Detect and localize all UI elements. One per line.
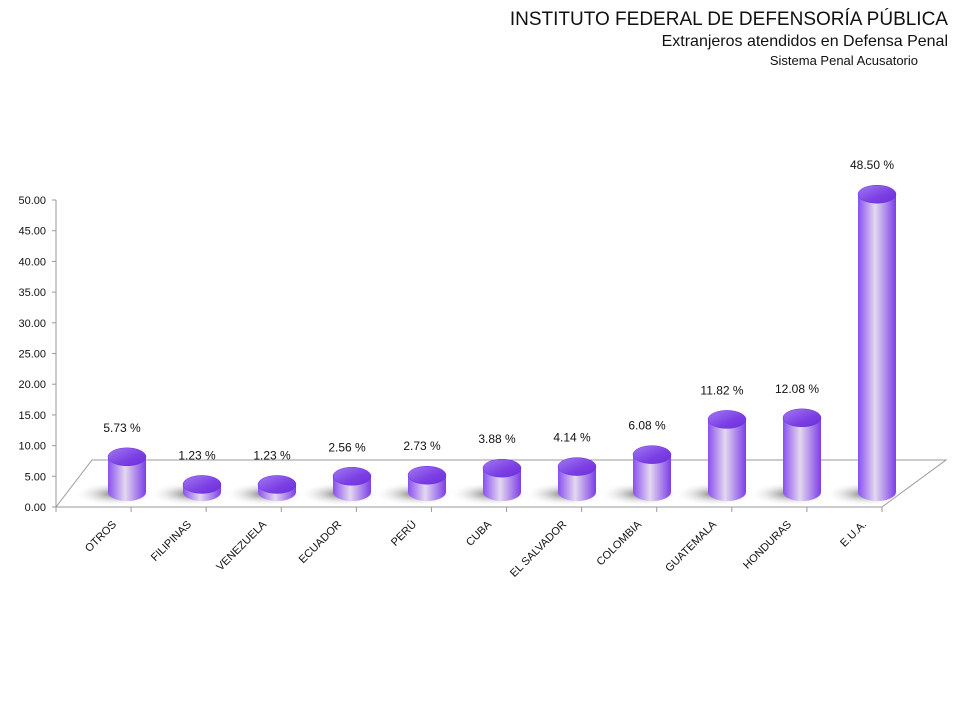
bar-body	[558, 466, 596, 501]
data-label: 4.14 %	[553, 431, 591, 445]
category-label: ECUADOR	[297, 519, 344, 566]
data-label: 11.82 %	[700, 383, 743, 397]
data-label: 48.50 %	[850, 158, 894, 172]
y-tick-label: 45.00	[18, 226, 46, 238]
bar-per-	[407, 465, 447, 501]
y-tick-label: 15.00	[18, 410, 46, 422]
y-tick-label: 25.00	[18, 349, 46, 361]
data-label: 1.23 %	[178, 448, 216, 462]
y-tick-label: 30.00	[18, 318, 46, 330]
category-label: EL SALVADOR	[508, 519, 569, 580]
y-tick-label: 35.00	[18, 287, 46, 299]
data-label: 2.73 %	[403, 439, 441, 453]
bar-cap	[707, 410, 747, 429]
chart-title: INSTITUTO FEDERAL DE DEFENSORÍA PÚBLICA	[509, 9, 948, 30]
bar-otros	[107, 447, 147, 501]
chart-header: INSTITUTO FEDERAL DE DEFENSORÍA PÚBLICA …	[510, 8, 948, 70]
bar-cap	[257, 475, 297, 494]
bar-body	[708, 419, 746, 501]
bar-filipinas	[182, 475, 222, 501]
bar-cap	[407, 465, 447, 485]
y-tick-label: 5.00	[25, 471, 46, 483]
y-tick-label: 50.00	[18, 195, 46, 207]
bar-ecuador	[332, 467, 372, 501]
category-label: VENEZUELA	[214, 518, 269, 573]
bar-body	[633, 454, 671, 501]
y-tick-label: 0.00	[25, 502, 46, 514]
bar-cap	[107, 447, 147, 467]
bar-body	[858, 194, 896, 501]
y-tick-label: 10.00	[18, 441, 46, 453]
y-tick-label: 20.00	[18, 379, 46, 391]
bar-e-u-a-	[857, 184, 897, 501]
bar-cap	[482, 458, 522, 478]
data-label: 3.88 %	[478, 432, 516, 446]
bar-el-salvador	[557, 457, 597, 501]
data-label: 12.08 %	[775, 382, 819, 396]
data-label: 2.56 %	[328, 440, 366, 454]
category-label: E.U.A.	[838, 519, 869, 550]
category-label: CUBA	[464, 518, 495, 549]
bar-cap	[632, 445, 672, 464]
y-tick-label: 40.00	[18, 256, 46, 268]
bar-honduras	[782, 408, 822, 501]
chart-subtitle: Extranjeros atendidos en Defensa Penal	[661, 33, 948, 50]
chart-caption: Sistema Penal Acusatorio	[769, 53, 918, 68]
data-label: 1.23 %	[253, 448, 291, 462]
bar-guatemala	[707, 410, 747, 501]
data-label: 5.73 %	[103, 421, 141, 435]
category-label: OTROS	[83, 519, 119, 555]
bar-cap	[182, 475, 222, 494]
bar-cap	[857, 184, 897, 204]
category-label: PERÚ	[388, 518, 419, 549]
bar-colombia	[632, 445, 672, 501]
category-label: FILIPINAS	[149, 519, 194, 564]
bar-cap	[332, 467, 372, 486]
bar-body	[108, 456, 146, 501]
bar-body	[483, 468, 521, 501]
y-axis: 0.00 5.00 10.00 15.00 20.00 25.00 30.00 35.00 40…	[18, 195, 57, 514]
bars	[74, 184, 906, 506]
category-label: HONDURAS	[741, 519, 794, 572]
bar-body	[783, 417, 821, 501]
category-label: GUATEMALA	[663, 518, 719, 574]
bar-venezuela	[257, 475, 297, 501]
labels: 5.73 % OTROS 1.23 % FILIPINAS 1.23 % VENEZUEL…	[83, 158, 894, 580]
category-label: COLOMBIA	[595, 518, 645, 568]
bar-cap	[782, 408, 822, 428]
data-label: 6.08 %	[628, 419, 666, 433]
bar-cap	[557, 457, 597, 476]
bar-cuba	[482, 458, 522, 501]
